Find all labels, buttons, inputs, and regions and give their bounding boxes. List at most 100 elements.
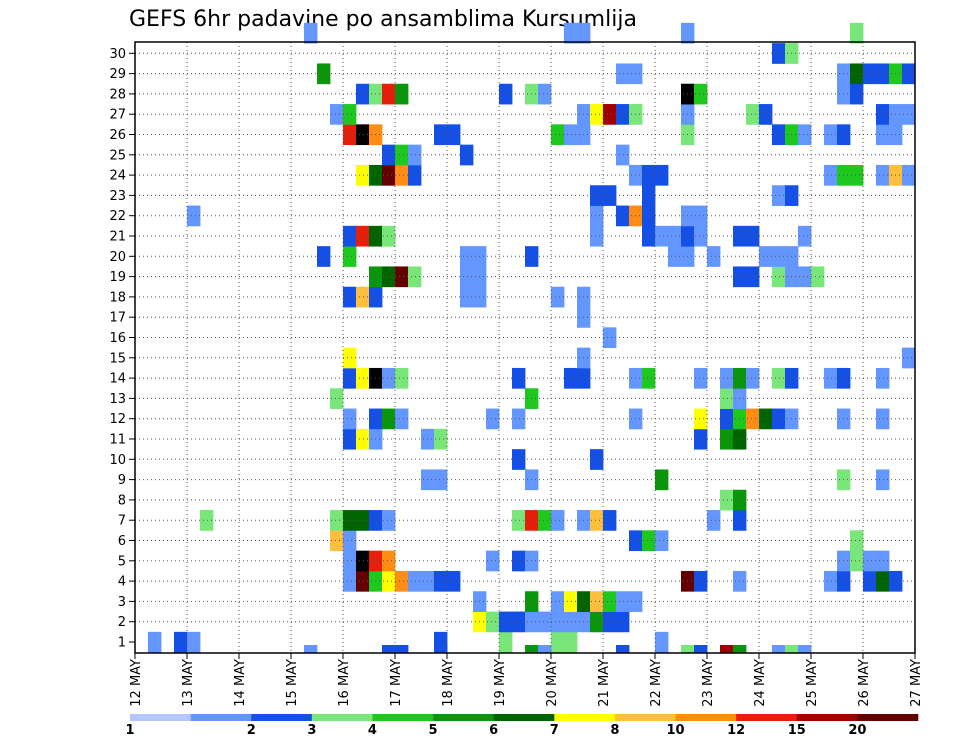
heatmap-cell <box>434 469 448 491</box>
heatmap-cell <box>759 104 773 125</box>
heatmap-cell <box>564 631 578 653</box>
heatmap-cell <box>772 645 786 653</box>
colorbar-segment <box>857 714 919 721</box>
heatmap-cell <box>902 347 916 369</box>
heatmap-cell <box>577 22 591 44</box>
heatmap-cell <box>395 367 409 389</box>
heatmap-cell <box>876 124 890 146</box>
colorbar-segment <box>311 714 373 721</box>
heatmap-cell <box>772 246 786 267</box>
heatmap-cell <box>343 367 357 389</box>
heatmap-cell <box>512 510 526 531</box>
heatmap-cell <box>772 367 786 389</box>
heatmap-cell <box>720 367 734 389</box>
heatmap-cell <box>499 631 513 653</box>
y-tick-label: 2 <box>118 615 126 630</box>
y-tick-label: 17 <box>109 311 126 326</box>
heatmap-cell <box>187 205 201 227</box>
heatmap-cell <box>382 83 396 105</box>
heatmap-cell <box>772 185 786 206</box>
heatmap-cell <box>356 510 370 531</box>
colorbar: 1 2 3 4 5 6 7 8 10 12 15 20 <box>125 714 919 738</box>
heatmap-cell <box>564 611 578 633</box>
x-tick-label: 18 MAY <box>441 659 456 707</box>
heatmap-cell <box>343 510 357 531</box>
heatmap-cell <box>876 104 890 125</box>
x-tick-label: 12 MAY <box>129 659 144 707</box>
heatmap-cell <box>330 510 344 531</box>
y-tick-label: 14 <box>109 372 126 387</box>
heatmap-cell <box>850 530 864 552</box>
y-tick-label: 23 <box>109 189 126 204</box>
heatmap-cell <box>330 104 344 125</box>
y-tick-label: 29 <box>109 67 126 82</box>
heatmap-cell <box>642 185 656 206</box>
heatmap-cell <box>395 645 409 653</box>
heatmap-cell <box>694 225 708 247</box>
heatmap-cell <box>824 570 838 592</box>
y-tick-label: 27 <box>109 108 126 123</box>
heatmap-cell <box>382 367 396 389</box>
heatmap-cell <box>408 164 422 186</box>
y-tick-label: 7 <box>118 514 126 529</box>
heatmap-cell <box>694 645 708 653</box>
y-tick-label: 5 <box>118 554 126 569</box>
heatmap-cell <box>863 570 877 592</box>
heatmap-cell <box>460 144 474 166</box>
heatmap-cell <box>642 530 656 552</box>
heatmap-cell <box>590 104 604 125</box>
heatmap-cell <box>876 367 890 389</box>
colorbar-segment <box>614 714 676 721</box>
heatmap-cell <box>655 225 669 247</box>
y-tick-label: 9 <box>118 473 126 488</box>
heatmap-cell <box>603 104 617 125</box>
heatmap-cell <box>356 428 370 450</box>
heatmap-cell <box>694 205 708 227</box>
colorbar-label: 15 <box>788 723 806 738</box>
x-tick-label: 16 MAY <box>337 659 352 707</box>
heatmap-cell <box>382 510 396 531</box>
heatmap-cell <box>343 408 357 430</box>
heatmap-cell <box>343 550 357 572</box>
y-tick-label: 18 <box>109 290 126 305</box>
x-tick-label: 25 MAY <box>805 659 820 707</box>
colorbar-label: 12 <box>727 723 745 738</box>
heatmap-cell <box>395 144 409 166</box>
heatmap-cell <box>499 83 513 105</box>
y-tick-label: 26 <box>109 128 126 143</box>
heatmap-cell <box>304 645 318 653</box>
heatmap-cell <box>382 164 396 186</box>
y-tick-label: 3 <box>118 595 126 610</box>
colorbar-segment <box>190 714 252 721</box>
heatmap-cell <box>343 225 357 247</box>
heatmap-cell <box>746 367 760 389</box>
heatmap-cell <box>382 570 396 592</box>
y-tick-label: 19 <box>109 270 126 285</box>
colorbar-segment <box>796 714 858 721</box>
heatmap-cell <box>668 246 682 267</box>
heatmap-cell <box>564 22 578 44</box>
chart-title: GEFS 6hr padavine po ansamblima Kursumli… <box>129 7 637 32</box>
heatmap-cell <box>512 408 526 430</box>
heatmap-cell <box>382 266 396 288</box>
heatmap-cell <box>655 530 669 552</box>
heatmap-cell <box>512 449 526 470</box>
heatmap-cell <box>343 286 357 308</box>
heatmap-cell <box>876 550 890 572</box>
heatmap-cell <box>382 645 396 653</box>
heatmap-cell <box>681 22 695 44</box>
heatmap-cell <box>447 124 461 146</box>
x-tick-label: 26 MAY <box>857 659 872 707</box>
heatmap-cell <box>863 63 877 85</box>
heatmap-cell <box>356 225 370 247</box>
heatmap-cell <box>603 185 617 206</box>
heatmap-cell <box>486 550 500 572</box>
heatmap-cell <box>564 124 578 146</box>
heatmap-cell <box>720 408 734 430</box>
heatmap-cell <box>525 645 539 653</box>
heatmap-cell <box>356 164 370 186</box>
heatmap-cell <box>655 164 669 186</box>
heatmap-cell <box>343 570 357 592</box>
heatmap-cell <box>395 570 409 592</box>
heatmap-cell <box>408 144 422 166</box>
